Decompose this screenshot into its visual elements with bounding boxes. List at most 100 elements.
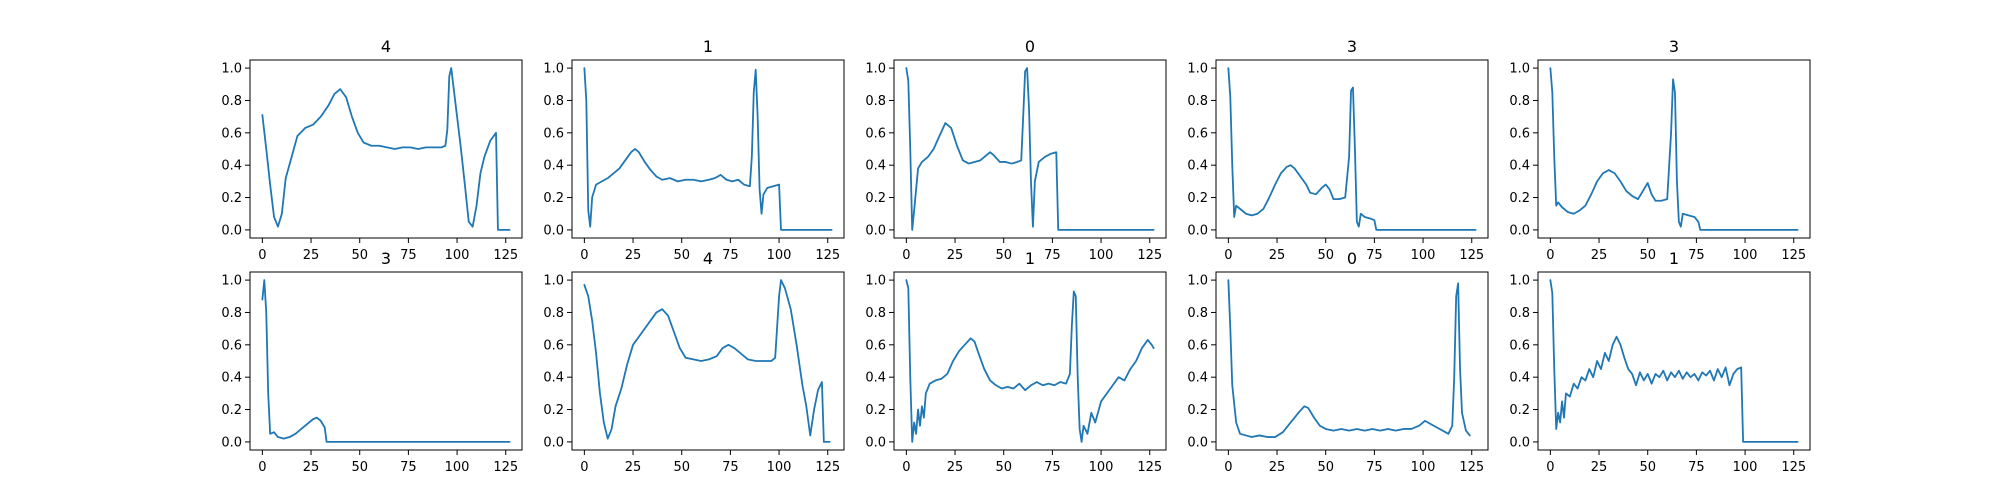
x-tick-label: 25	[1591, 460, 1608, 475]
y-tick-label: 0.6	[865, 126, 886, 141]
x-tick-label: 100	[445, 248, 470, 263]
x-tick-label: 125	[493, 248, 518, 263]
y-tick-label: 0.0	[1187, 223, 1208, 238]
x-tick-label: 0	[1546, 248, 1554, 263]
x-tick-label: 25	[947, 460, 964, 475]
y-tick-label: 1.0	[865, 62, 886, 77]
y-tick-label: 0.6	[1187, 338, 1208, 353]
x-tick-label: 100	[1733, 248, 1758, 263]
y-tick-label: 0.8	[865, 94, 886, 109]
y-tick-label: 1.0	[1509, 62, 1530, 77]
y-tick-label: 0.4	[1187, 371, 1208, 386]
y-tick-label: 0.2	[1509, 403, 1530, 418]
x-tick-label: 50	[995, 248, 1012, 263]
y-tick-label: 1.0	[543, 62, 564, 77]
x-tick-label: 0	[580, 248, 588, 263]
series-line	[583, 67, 833, 231]
x-tick-label: 100	[767, 248, 792, 263]
x-tick-label: 50	[1639, 460, 1656, 475]
subplot-7: 0 25 50 75 100 125 0.0 0.2 0.4 0.6 0.8 1.0 4	[543, 249, 845, 475]
y-tick-label: 0.4	[1187, 159, 1208, 174]
y-tick-label: 0.8	[543, 306, 564, 321]
x-tick-label: 75	[722, 460, 739, 475]
axes-frame	[1537, 271, 1811, 451]
y-tick-label: 0.0	[865, 223, 886, 238]
x-tick-label: 25	[1269, 248, 1286, 263]
y-tick-label: 0.0	[865, 435, 886, 450]
subplot-title: 1	[1669, 249, 1679, 268]
x-tick-label: 125	[815, 248, 840, 263]
y-tick-label: 0.4	[865, 371, 886, 386]
y-tick-label: 0.0	[1187, 435, 1208, 450]
y-tick-label: 1.0	[1509, 274, 1530, 289]
x-tick-label: 100	[1089, 460, 1114, 475]
y-tick-label: 0.2	[865, 403, 886, 418]
x-tick-label: 0	[1224, 248, 1232, 263]
series-line	[261, 67, 511, 231]
subplot-9: 0 25 50 75 100 125 0.0 0.2 0.4 0.6 0.8 1.0 0	[1187, 249, 1489, 475]
x-tick-label: 50	[1317, 248, 1334, 263]
y-tick-label: 0.4	[221, 371, 242, 386]
y-tick-label: 0.8	[1509, 94, 1530, 109]
subplot-title: 3	[381, 249, 391, 268]
x-tick-label: 50	[673, 460, 690, 475]
x-tick-label: 125	[1459, 248, 1484, 263]
x-tick-label: 25	[625, 248, 642, 263]
series-line	[905, 279, 1155, 443]
series-line	[905, 67, 1155, 231]
y-tick-label: 0.6	[543, 338, 564, 353]
series-line	[1549, 279, 1799, 443]
y-tick-label: 0.8	[221, 306, 242, 321]
x-tick-label: 125	[1137, 248, 1162, 263]
subplot-6: 0 25 50 75 100 125 0.0 0.2 0.4 0.6 0.8 1.0 3	[221, 249, 523, 475]
x-tick-label: 75	[1366, 460, 1383, 475]
y-tick-label: 1.0	[221, 274, 242, 289]
y-tick-label: 0.4	[1509, 371, 1530, 386]
x-tick-label: 50	[1639, 248, 1656, 263]
y-tick-label: 0.6	[543, 126, 564, 141]
y-tick-label: 0.2	[543, 191, 564, 206]
y-tick-label: 1.0	[221, 62, 242, 77]
x-tick-label: 100	[1089, 248, 1114, 263]
subplot-3: 0 25 50 75 100 125 0.0 0.2 0.4 0.6 0.8 1.0 0	[865, 37, 1167, 263]
subplot-title: 1	[1025, 249, 1035, 268]
x-tick-label: 75	[1044, 460, 1061, 475]
subplot-10: 0 25 50 75 100 125 0.0 0.2 0.4 0.6 0.8 1.0 1	[1509, 249, 1811, 475]
y-tick-label: 0.2	[543, 403, 564, 418]
subplot-8: 0 25 50 75 100 125 0.0 0.2 0.4 0.6 0.8 1.0 1	[865, 249, 1167, 475]
y-tick-label: 0.0	[543, 435, 564, 450]
y-tick-label: 0.8	[865, 306, 886, 321]
y-tick-label: 1.0	[1187, 62, 1208, 77]
x-tick-label: 25	[303, 460, 320, 475]
y-tick-label: 0.2	[1187, 403, 1208, 418]
y-tick-label: 0.0	[543, 223, 564, 238]
x-tick-label: 125	[1137, 460, 1162, 475]
y-tick-label: 0.4	[865, 159, 886, 174]
y-tick-label: 0.4	[221, 159, 242, 174]
subplot-title: 4	[381, 37, 391, 56]
x-tick-label: 25	[625, 460, 642, 475]
y-tick-label: 0.6	[221, 338, 242, 353]
x-tick-label: 0	[258, 248, 266, 263]
y-tick-label: 0.6	[1509, 338, 1530, 353]
subplot-title: 1	[703, 37, 713, 56]
x-tick-label: 100	[445, 460, 470, 475]
axes-frame	[571, 59, 845, 239]
y-tick-label: 0.2	[221, 403, 242, 418]
y-tick-label: 0.0	[221, 223, 242, 238]
y-tick-label: 0.2	[1187, 191, 1208, 206]
x-tick-label: 50	[673, 248, 690, 263]
series-line	[261, 279, 511, 443]
axes-frame	[249, 271, 523, 451]
y-tick-label: 0.2	[865, 191, 886, 206]
axes-frame	[1215, 271, 1489, 451]
x-tick-label: 75	[400, 460, 417, 475]
axes-frame	[893, 271, 1167, 451]
x-tick-label: 75	[1688, 460, 1705, 475]
y-tick-label: 1.0	[865, 274, 886, 289]
x-tick-label: 0	[580, 460, 588, 475]
x-tick-label: 75	[1044, 248, 1061, 263]
y-tick-label: 0.0	[1509, 435, 1530, 450]
axes-frame	[571, 271, 845, 451]
